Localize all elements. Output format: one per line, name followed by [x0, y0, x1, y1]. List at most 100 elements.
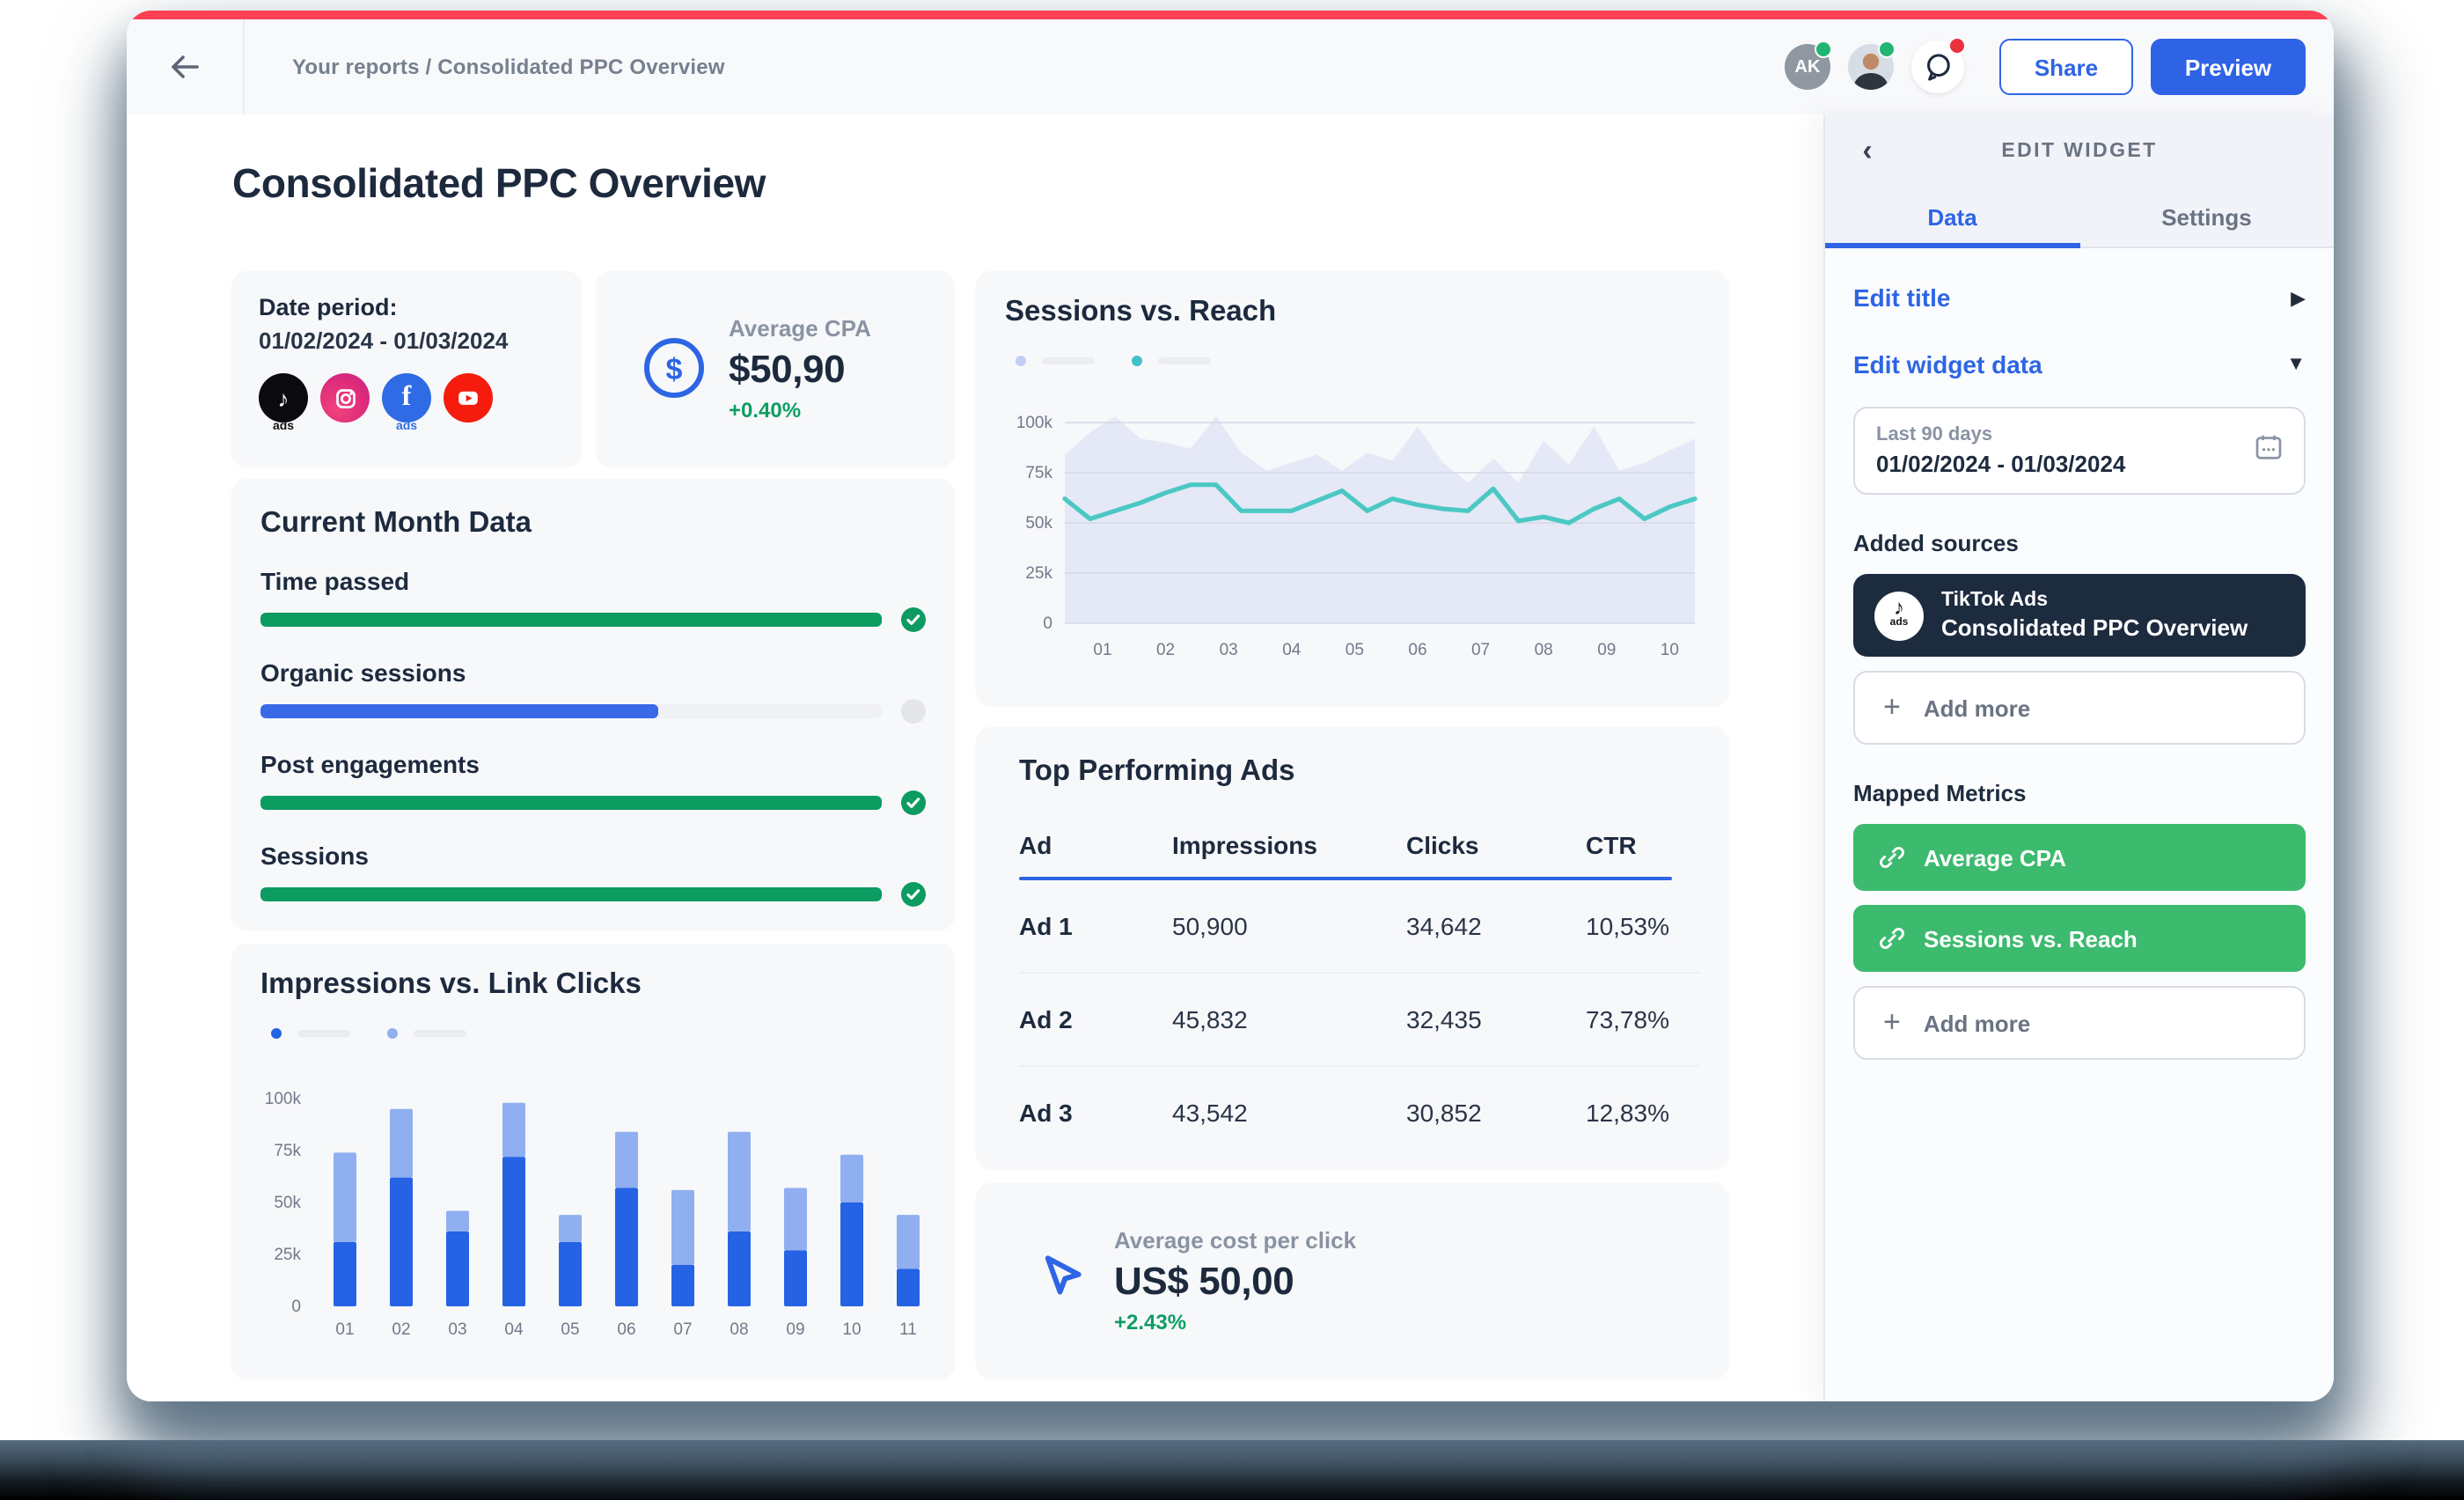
instagram-icon — [320, 373, 370, 423]
tab-settings[interactable]: Settings — [2161, 204, 2252, 231]
date-period-range: 01/02/2024 - 01/03/2024 — [259, 327, 509, 354]
added-sources-heading: Added sources — [1853, 530, 2019, 556]
chat-button[interactable] — [1911, 37, 1966, 93]
tiktok-ads-icon: ♪ ads — [259, 373, 308, 433]
cell-impressions: 43,542 — [1172, 1099, 1248, 1127]
table-row: Ad 2 45,832 32,435 73,78% — [1019, 974, 1700, 1067]
collapse-panel-button[interactable]: ‹ — [1862, 134, 1873, 167]
source-tiktok-ads[interactable]: ♪ ads TikTok Ads Consolidated PPC Overvie… — [1853, 574, 2306, 657]
link-icon — [1880, 847, 1904, 868]
facebook-ads-icon: f ads — [382, 373, 431, 433]
bottom-shadow-band — [0, 1440, 2464, 1500]
panel-title: EDIT WIDGET — [2001, 141, 2158, 162]
cell-ad: Ad 1 — [1019, 912, 1073, 940]
edit-title-row[interactable]: Edit title ▶ — [1853, 283, 2306, 312]
check-circle-icon — [901, 882, 926, 907]
check-circle-icon — [901, 790, 926, 815]
cell-clicks: 30,852 — [1406, 1099, 1482, 1127]
table-row: Ad 3 43,542 30,852 12,83% — [1019, 1067, 1700, 1158]
svg-text:11: 11 — [899, 1320, 917, 1339]
svg-text:02: 02 — [392, 1320, 410, 1339]
cell-clicks: 32,435 — [1406, 1005, 1482, 1033]
col-header-ad: Ad — [1019, 831, 1052, 859]
legend-dot-impressions — [387, 1028, 398, 1039]
add-metric-button[interactable]: + Add more — [1853, 986, 2306, 1060]
col-header-impressions: Impressions — [1172, 831, 1317, 859]
legend-pill — [1042, 357, 1095, 364]
svg-text:25k: 25k — [274, 1246, 301, 1264]
preview-button[interactable]: Preview — [2151, 39, 2306, 95]
metric-label: Sessions vs. Reach — [1924, 925, 2138, 952]
legend-dot-reach — [1016, 356, 1026, 366]
legend-pill — [1158, 357, 1211, 364]
edit-title-label: Edit title — [1853, 283, 1951, 312]
date-period-card: Date period: 01/02/2024 - 01/03/2024 ♪ a… — [232, 271, 581, 465]
avatar-ak[interactable]: AK — [1785, 40, 1832, 90]
add-more-label: Add more — [1923, 695, 2031, 721]
date-range-value: 01/02/2024 - 01/03/2024 — [1876, 451, 2126, 477]
svg-text:0: 0 — [291, 1298, 301, 1316]
date-range-picker[interactable]: Last 90 days 01/02/2024 - 01/03/2024 — [1853, 407, 2306, 495]
report-canvas: Consolidated PPC Overview Date period: 0… — [127, 114, 1823, 1401]
svg-text:08: 08 — [730, 1320, 748, 1339]
svg-text:04: 04 — [1282, 641, 1302, 659]
cell-ctr: 12,83% — [1586, 1099, 1669, 1127]
table-title: Top Performing Ads — [1019, 755, 1295, 787]
avatar-photo[interactable] — [1848, 40, 1896, 90]
progress-label: Organic sessions — [260, 658, 466, 687]
tiktok-ads-icon: ♪ ads — [1874, 591, 1924, 640]
svg-text:0: 0 — [1043, 614, 1052, 633]
report-title: Consolidated PPC Overview — [232, 160, 766, 206]
svg-text:09: 09 — [1597, 641, 1616, 659]
notification-dot — [1948, 37, 1966, 55]
average-cpa-card: $ Average CPA $50,90 +0.40% — [597, 271, 954, 465]
pending-circle-icon — [901, 699, 926, 724]
cell-impressions: 50,900 — [1172, 912, 1248, 940]
legend-pill — [297, 1030, 350, 1037]
chevron-right-icon: ▶ — [2291, 288, 2306, 309]
svg-text:06: 06 — [617, 1320, 635, 1339]
chart-title: Sessions vs. Reach — [1005, 296, 1277, 327]
date-preset-label: Last 90 days — [1876, 424, 1993, 445]
average-cpc-card: Average cost per click US$ 50,00 +2.43% — [977, 1183, 1728, 1377]
online-status-dot — [1878, 40, 1896, 58]
plus-icon: + — [1883, 1005, 1901, 1039]
online-status-dot — [1815, 40, 1832, 58]
cpc-delta: +2.43% — [1114, 1309, 1187, 1334]
panel-header: ‹ EDIT WIDGET — [1825, 114, 2334, 188]
edit-widget-data-row[interactable]: Edit widget data ▼ — [1853, 350, 2306, 379]
add-source-button[interactable]: + Add more — [1853, 671, 2306, 745]
impressions-clicks-bar-chart: 100k 75k 50k 25k 0 01 02 03 04 05 06 07 08 09 10 11 — [265, 1090, 920, 1339]
source-name: Consolidated PPC Overview — [1941, 614, 2248, 641]
plus-icon: + — [1883, 690, 1901, 724]
progress-metric-time-passed: Time passed — [260, 567, 926, 632]
svg-text:05: 05 — [561, 1320, 579, 1339]
mapped-metric-sessions-vs-reach[interactable]: Sessions vs. Reach — [1853, 905, 2306, 972]
back-button[interactable] — [127, 19, 245, 114]
sessions-vs-reach-card: Sessions vs. Reach 100k 75k 50k 25k 0 01 02 03 0… — [977, 271, 1728, 704]
svg-text:04: 04 — [504, 1320, 524, 1339]
progress-track — [260, 704, 882, 718]
youtube-icon — [444, 373, 493, 423]
mapped-metric-average-cpa[interactable]: Average CPA — [1853, 824, 2306, 891]
current-month-card: Current Month Data Time passed Organic s… — [232, 479, 954, 928]
app-window: Your reports / Consolidated PPC Overview… — [127, 11, 2334, 1401]
mapped-metrics-heading: Mapped Metrics — [1853, 780, 2027, 806]
top-performing-ads-card: Top Performing Ads Ad Impressions Clicks… — [977, 727, 1728, 1167]
metric-label: Average CPA — [1924, 844, 2066, 871]
share-button[interactable]: Share — [1999, 39, 2133, 95]
svg-text:06: 06 — [1408, 641, 1426, 659]
progress-metric-organic-sessions: Organic sessions — [260, 658, 926, 724]
svg-text:07: 07 — [1471, 641, 1490, 659]
cell-impressions: 45,832 — [1172, 1005, 1248, 1033]
svg-text:75k: 75k — [1025, 464, 1052, 482]
cell-clicks: 34,642 — [1406, 912, 1482, 940]
dollar-circle-icon: $ — [644, 338, 704, 398]
svg-text:100k: 100k — [1016, 414, 1053, 432]
tab-data[interactable]: Data — [1825, 188, 2079, 248]
impressions-vs-clicks-card: Impressions vs. Link Clicks 100k 75k 50k 25… — [232, 944, 954, 1377]
legend-dot-link-clicks — [271, 1028, 282, 1039]
col-header-ctr: CTR — [1586, 831, 1637, 859]
chart-legend — [271, 1028, 488, 1039]
add-more-label: Add more — [1923, 1010, 2031, 1036]
